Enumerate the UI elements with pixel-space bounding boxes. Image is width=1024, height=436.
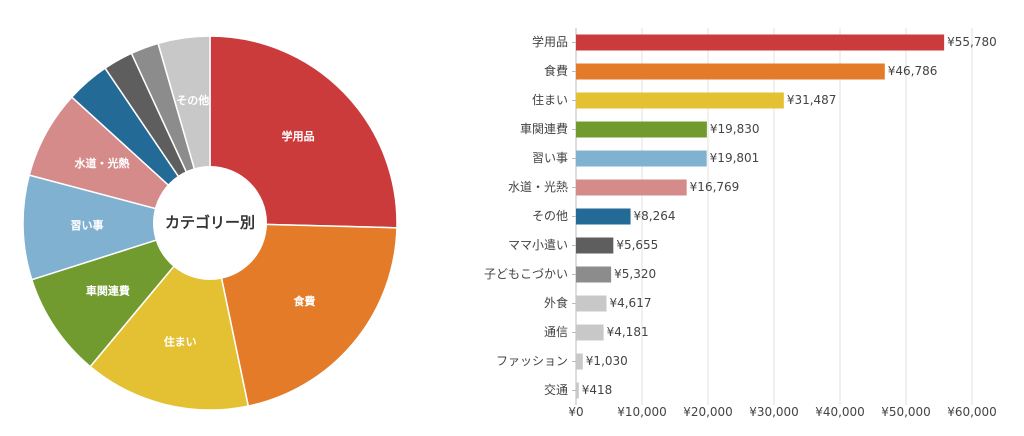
pie-slice <box>209 35 398 229</box>
pie-slice-label: 食費 <box>293 294 315 308</box>
value-label: ¥19,830 <box>710 122 760 136</box>
value-label: ¥19,801 <box>710 151 760 165</box>
x-tick-label: ¥20,000 <box>683 405 733 419</box>
bar <box>576 121 707 138</box>
pie-slice-label: 水道・光熱 <box>74 156 129 170</box>
value-label: ¥418 <box>582 383 613 397</box>
category-label: 習い事 <box>532 151 568 165</box>
category-label: 車関連費 <box>520 121 568 136</box>
x-tick-label: ¥30,000 <box>749 405 799 419</box>
bar <box>576 353 583 370</box>
value-label: ¥31,487 <box>787 93 837 107</box>
pie-slice-label: 車関連費 <box>86 284 130 298</box>
donut-hole <box>153 166 267 280</box>
value-label: ¥4,181 <box>607 325 649 339</box>
x-tick-label: ¥60,000 <box>947 405 997 419</box>
value-label: ¥4,617 <box>609 296 651 310</box>
x-tick-label: ¥0 <box>568 405 583 419</box>
pie-slice <box>30 221 213 368</box>
pie-slice <box>22 174 213 281</box>
pie-slice-label: 住まい <box>164 334 197 348</box>
value-label: ¥5,655 <box>616 238 658 252</box>
bar <box>576 150 707 167</box>
pie-slice <box>209 222 398 407</box>
x-tick-label: ¥50,000 <box>881 405 931 419</box>
bar <box>576 63 885 80</box>
category-label: 子どもこづかい <box>484 267 568 281</box>
bar <box>576 382 579 399</box>
x-tick-label: ¥40,000 <box>815 405 865 419</box>
donut-center-label: カテゴリー別 <box>165 214 255 232</box>
bar <box>576 237 614 254</box>
bar <box>576 208 631 225</box>
value-label: ¥5,320 <box>614 267 656 281</box>
category-label: 交通 <box>544 382 568 397</box>
category-label: 水道・光熱 <box>508 180 568 194</box>
bar <box>576 34 945 51</box>
bar <box>576 179 687 196</box>
category-label: 食費 <box>544 63 568 78</box>
bar <box>576 266 612 283</box>
value-label: ¥46,786 <box>888 64 938 78</box>
category-label: その他 <box>532 209 568 223</box>
value-label: ¥8,264 <box>634 209 676 223</box>
category-label: 学用品 <box>532 34 568 49</box>
value-label: ¥55,780 <box>947 35 997 49</box>
value-label: ¥1,030 <box>586 354 628 368</box>
category-label: 通信 <box>544 325 568 339</box>
value-label: ¥16,769 <box>690 180 740 194</box>
bar <box>576 324 604 341</box>
category-label: ママ小遣い <box>508 237 568 252</box>
category-label: 外食 <box>544 295 568 310</box>
bar <box>576 295 607 312</box>
pie-slice-label: 習い事 <box>71 218 104 232</box>
bar-chart: ¥0 ¥10,000 ¥20,000 ¥30,000 ¥40,000 ¥50,000 ¥60… <box>484 28 997 419</box>
pie-slice-label: その他 <box>176 93 209 107</box>
bar <box>576 92 784 109</box>
x-tick-label: ¥10,000 <box>617 405 667 419</box>
pie-slice-label: 学用品 <box>282 129 315 143</box>
category-label: 住まい <box>532 93 568 107</box>
category-label: ファッション <box>496 354 568 368</box>
